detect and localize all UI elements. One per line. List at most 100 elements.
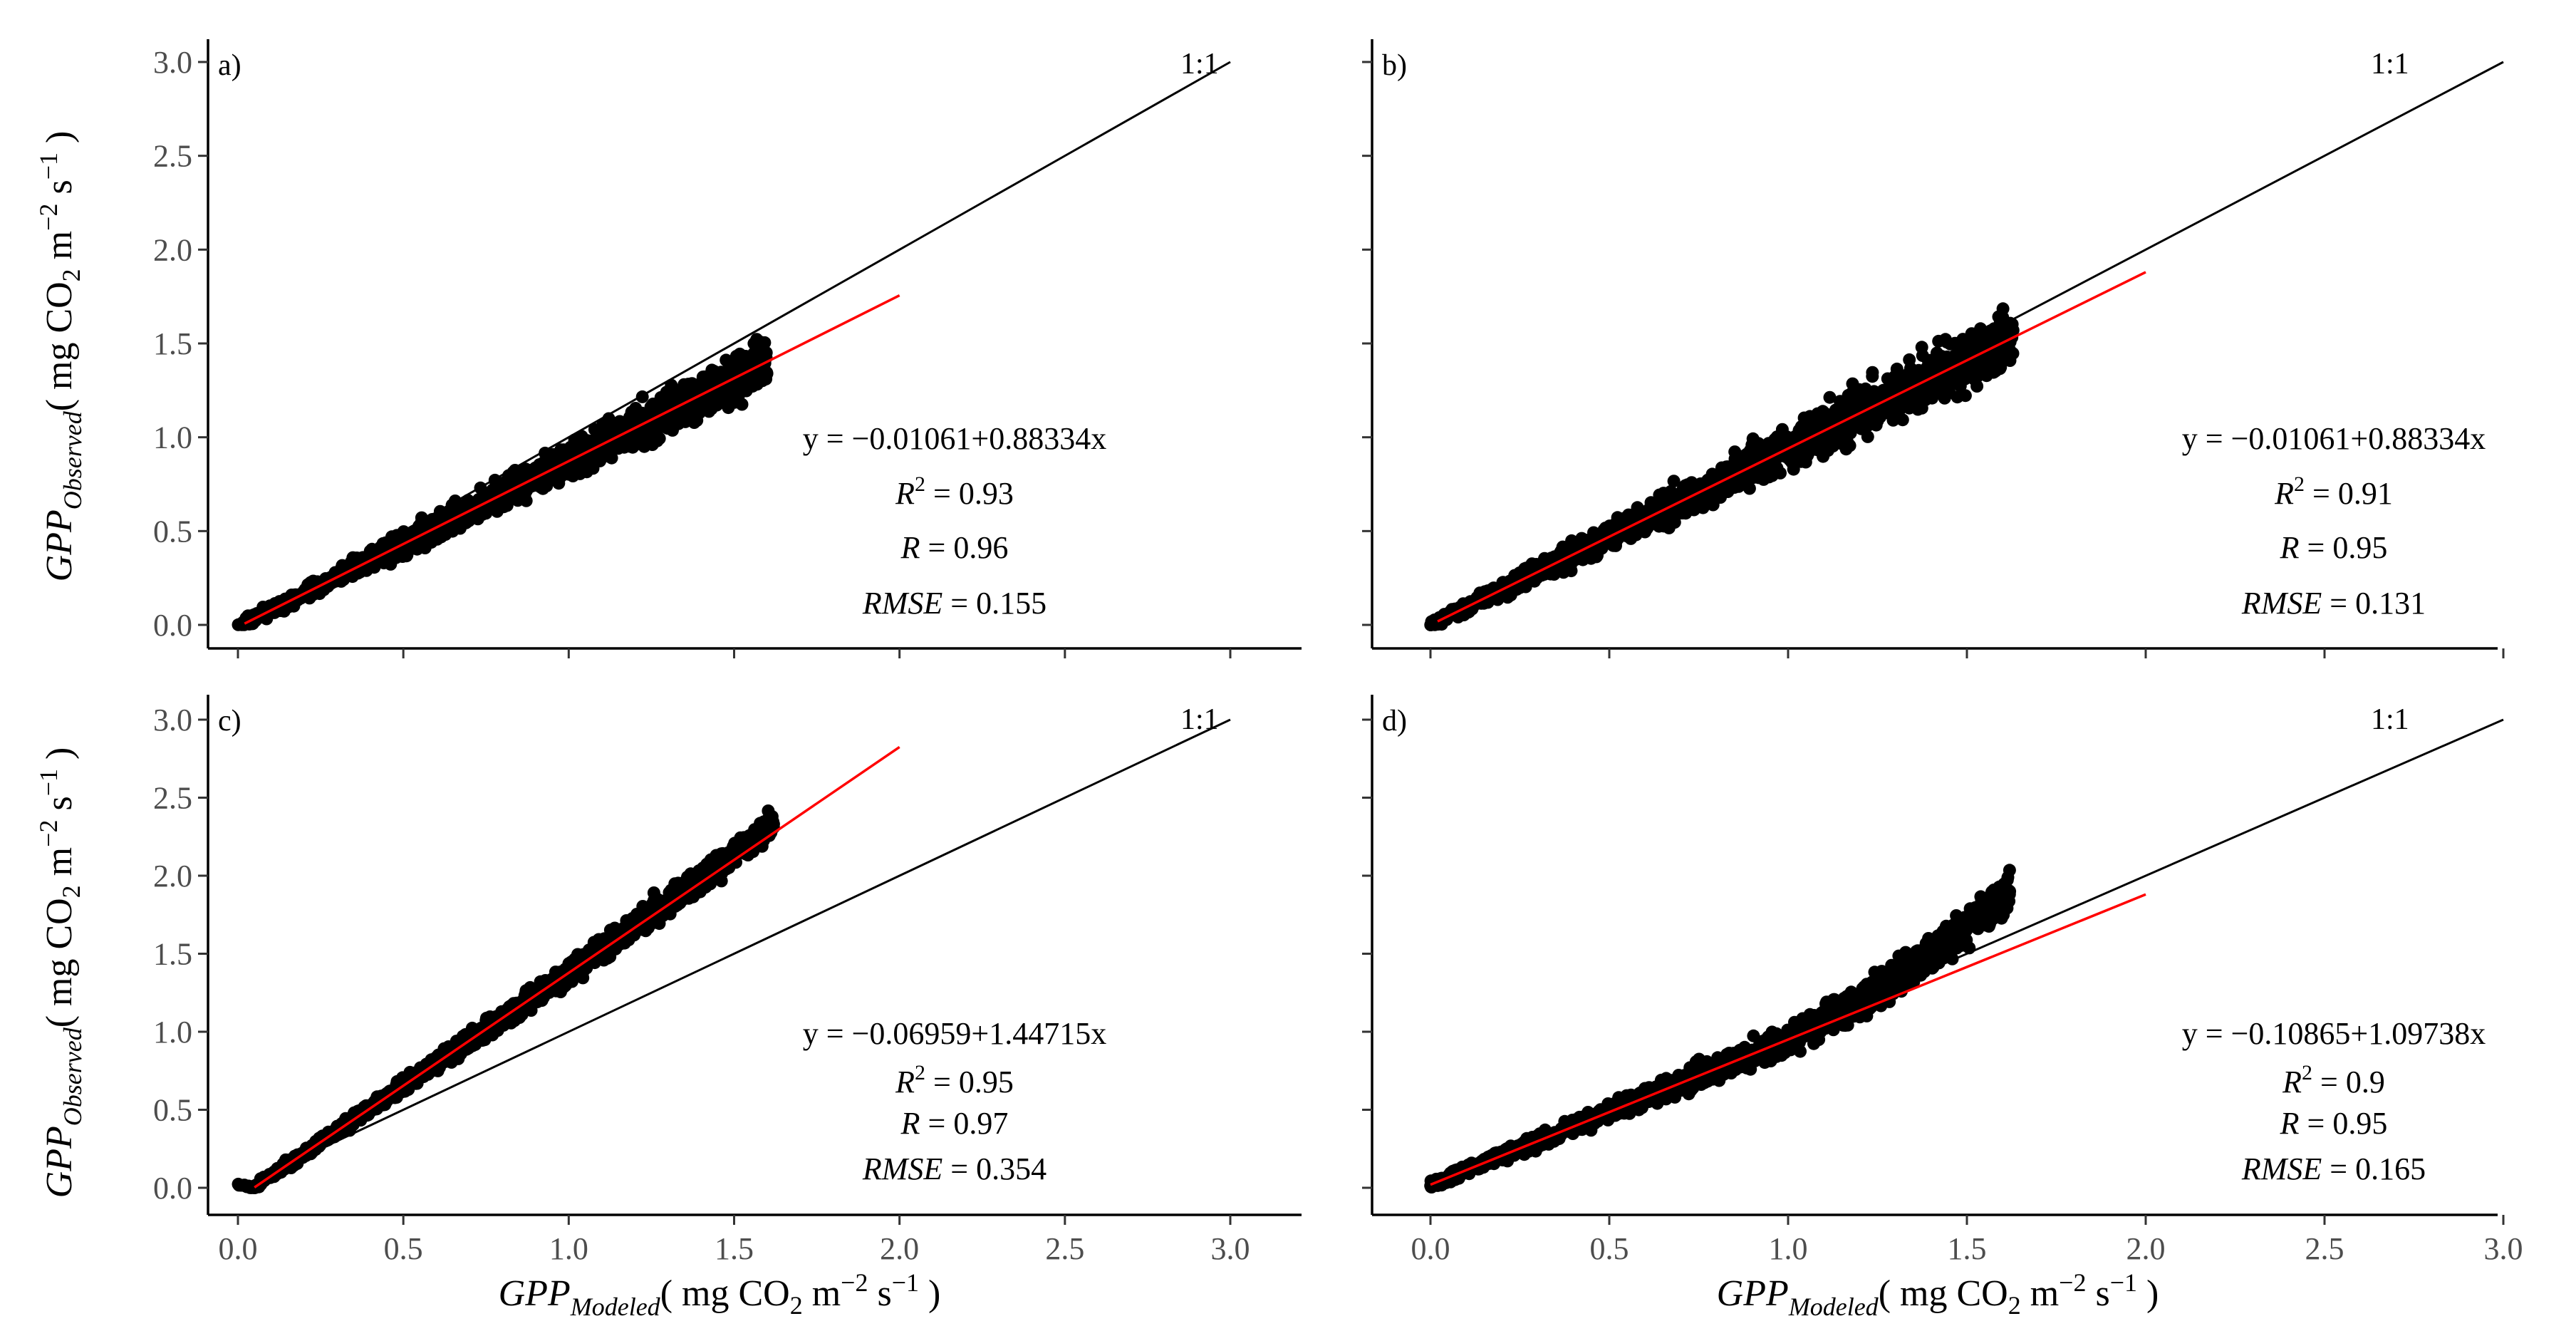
- data-point: [1926, 391, 1939, 405]
- data-point: [1951, 390, 1964, 404]
- data-point: [1673, 502, 1686, 516]
- data-point: [556, 468, 570, 482]
- points-layer: [1424, 302, 2020, 631]
- data-point: [710, 398, 724, 412]
- data-point: [1557, 566, 1570, 579]
- r2-value: 0.95: [959, 1065, 1014, 1099]
- data-point: [390, 1087, 403, 1101]
- data-point: [1783, 453, 1797, 467]
- panel-a: 0.00.51.01.52.02.53.0 a) 1:1 y = −0.0106…: [153, 39, 1302, 658]
- data-point: [705, 363, 719, 377]
- panel-letter: c): [218, 705, 242, 737]
- data-point: [303, 591, 316, 605]
- data-point: [611, 442, 625, 455]
- data-point: [450, 1035, 463, 1048]
- data-point: [1917, 382, 1931, 395]
- data-point: [682, 378, 695, 391]
- panel-d: 0.0 0.5 1.0 1.5 2.0 2.5 3.0 d) 1:1 y = −0.1086…: [1362, 695, 2523, 1266]
- equation-text: y = −0.01061+0.88334x: [2182, 421, 2486, 456]
- data-point: [1974, 322, 1988, 336]
- data-point: [1834, 395, 1847, 408]
- data-point: [1859, 382, 1872, 395]
- r2-value: 0.93: [959, 476, 1014, 511]
- points-layer: [232, 333, 774, 631]
- x-ticks: [237, 648, 1232, 658]
- data-point: [1828, 409, 1842, 423]
- r2-exponent: 2: [915, 472, 925, 496]
- data-point: [628, 924, 640, 938]
- y-tick-label: 0.0: [153, 608, 192, 643]
- data-point: [715, 847, 728, 861]
- data-point: [232, 1179, 246, 1192]
- data-point: [373, 541, 387, 554]
- data-point: [1994, 354, 2007, 368]
- data-point: [489, 1020, 502, 1033]
- data-point: [1565, 534, 1579, 547]
- data-point: [757, 824, 770, 837]
- y-tick-label: 0.5: [153, 1093, 192, 1128]
- y-ticks: 0.00.51.01.52.02.53.0: [153, 703, 208, 1206]
- r-equals: =: [920, 530, 954, 565]
- data-point: [1915, 341, 1928, 354]
- data-point: [754, 338, 767, 352]
- data-point: [1918, 365, 1932, 378]
- data-point: [519, 486, 532, 499]
- x-tick-label: 2.0: [880, 1231, 919, 1266]
- r2-value: 0.91: [2338, 476, 2393, 511]
- data-point: [767, 815, 779, 829]
- data-point: [378, 1088, 392, 1102]
- r2-equals: =: [925, 1065, 959, 1099]
- x-ticks: 0.0 0.5 1.0 1.5 2.0 2.5 3.0: [219, 1215, 1250, 1266]
- y-tick-label: 1.0: [153, 420, 192, 455]
- data-point: [2003, 354, 2017, 367]
- data-point: [1976, 336, 1990, 350]
- data-point: [715, 874, 728, 888]
- data-point: [515, 1008, 529, 1021]
- data-point: [1527, 570, 1541, 584]
- r-value: 0.97: [953, 1106, 1008, 1141]
- x-ticks: [1429, 648, 2505, 658]
- data-point: [384, 547, 398, 560]
- data-point: [1892, 404, 1906, 418]
- data-point: [1970, 380, 1984, 393]
- r-text: R = 0.95: [2280, 530, 2388, 565]
- fit-line: [1437, 271, 2146, 623]
- y-tick-label: 2.5: [153, 781, 192, 816]
- data-point: [613, 934, 626, 948]
- data-point: [1791, 428, 1804, 442]
- data-point: [626, 440, 640, 454]
- data-point: [1816, 405, 1829, 418]
- x-tick-label: 0.5: [384, 1231, 423, 1266]
- x-tick-label: 1.0: [549, 1231, 588, 1266]
- rmse-value: 0.354: [976, 1151, 1046, 1186]
- data-point: [351, 566, 365, 580]
- r2-text: R2 = 0.91: [2274, 472, 2393, 511]
- ref-line-label: 1:1: [1180, 703, 1219, 736]
- ref-line-label: 1:1: [1180, 48, 1219, 81]
- r2-text: R2 = 0.93: [895, 472, 1014, 511]
- y-tick-label: 0.0: [153, 1171, 192, 1206]
- x-tick-label: 3.0: [1211, 1231, 1250, 1266]
- x-tick-label: 0.0: [219, 1231, 258, 1266]
- data-point: [1866, 366, 1879, 379]
- panel-c: 0.00.51.01.52.02.53.0 0.0 0.5 1.0 1.5 2.0 2.5…: [153, 695, 1302, 1266]
- data-point: [727, 839, 741, 852]
- data-point: [1938, 391, 1951, 405]
- rmse-value: 0.155: [976, 586, 1046, 621]
- rmse-value: 0.131: [2355, 586, 2426, 621]
- rmse-equals: =: [942, 586, 976, 621]
- data-point: [1903, 401, 1916, 415]
- data-point: [722, 397, 736, 410]
- data-point: [667, 420, 680, 433]
- data-point: [564, 440, 577, 454]
- data-point: [737, 843, 751, 856]
- data-point: [579, 439, 593, 452]
- data-point: [1710, 492, 1723, 505]
- data-point: [1980, 353, 1994, 367]
- r2-symbol: R: [895, 476, 915, 511]
- data-point: [1953, 368, 1966, 381]
- r2-equals: =: [925, 476, 959, 511]
- equation-text: y = −0.06959+1.44715x: [803, 1016, 1106, 1051]
- r2-exponent: 2: [915, 1061, 925, 1084]
